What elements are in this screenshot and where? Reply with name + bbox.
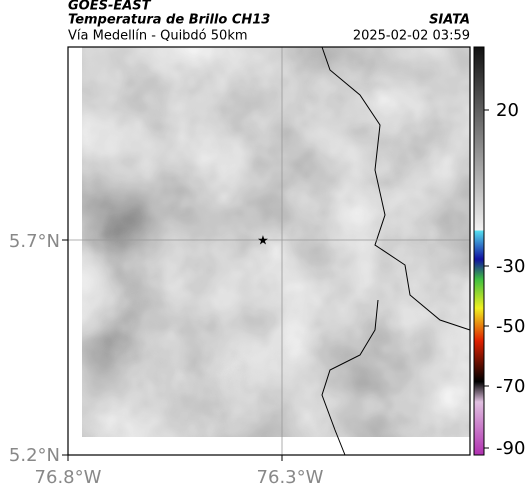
colorbar-label: -70 (496, 376, 525, 397)
y-label: 5.7°N (9, 231, 60, 252)
region: Vía Medellín - Quibdó 50km (68, 29, 248, 44)
location-star: ★ (257, 234, 269, 249)
border-line (321, 46, 471, 456)
colorbar-label: -90 (496, 438, 525, 459)
colorbar-label: 20 (496, 100, 519, 121)
x-label: 76.3°W (257, 467, 324, 488)
product: Temperatura de Brillo CH13 (68, 13, 270, 28)
colorbar-ticks: 20 -30 -50 -70 -90 (484, 100, 525, 459)
y-label: 5.2°N (9, 445, 60, 466)
satellite: GOES-EAST (68, 0, 152, 14)
source: SIATA (429, 13, 470, 28)
colorbar-label: -30 (496, 256, 525, 277)
cloud-texture (82, 47, 470, 437)
colorbar (473, 46, 485, 456)
colorbar-label: -50 (496, 316, 525, 337)
header: GOES-EAST Temperatura de Brillo CH13 Vía… (68, 0, 470, 44)
x-label: 76.8°W (35, 467, 102, 488)
map-frame (67, 46, 471, 456)
datetime: 2025-02-02 03:59 (353, 29, 470, 44)
